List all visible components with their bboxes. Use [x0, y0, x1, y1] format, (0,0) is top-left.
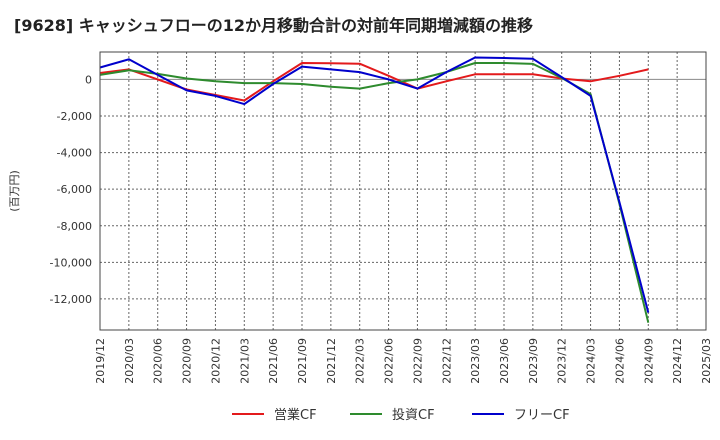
plot-frame — [99, 51, 707, 331]
x-tick-label: 2022/03 — [354, 338, 367, 384]
x-tick-label: 2022/09 — [411, 338, 424, 384]
x-tick-label: 2020/03 — [123, 338, 136, 384]
x-tick-label: 2021/06 — [267, 338, 280, 384]
y-axis-label: (百万円) — [8, 170, 21, 212]
series-line-1 — [99, 62, 650, 323]
legend-label-2: フリーCF — [514, 408, 570, 423]
chart-title: [9628] キャッシュフローの12か月移動合計の対前年同期増減額の推移 — [14, 16, 533, 35]
x-tick-label: 2019/12 — [94, 338, 107, 384]
y-tick-label: -10,000 — [50, 256, 92, 269]
x-tick-label: 2021/12 — [325, 338, 338, 384]
series-line-2 — [99, 56, 650, 313]
y-tick-label: -6,000 — [57, 183, 92, 196]
x-tick-label: 2020/12 — [209, 338, 222, 384]
x-tick-label: 2023/06 — [498, 338, 511, 384]
x-tick-label: 2023/09 — [527, 338, 540, 384]
x-tick-label: 2020/06 — [152, 338, 165, 384]
x-tick-label: 2024/06 — [613, 338, 626, 384]
x-axis-ticks: 2019/12 2020/03 2020/06 2020/09 2020/12 2021/… — [94, 338, 713, 384]
x-tick-label: 2022/12 — [440, 338, 453, 384]
x-tick-label: 2024/09 — [642, 338, 655, 384]
x-tick-label: 2023/12 — [556, 338, 569, 384]
series-lines — [99, 56, 650, 323]
y-tick-label: -12,000 — [50, 293, 92, 306]
legend-label-0: 営業CF — [274, 407, 317, 423]
x-tick-label: 2022/06 — [383, 338, 396, 384]
legend: 営業CF 投資CF フリーCF — [232, 407, 570, 423]
y-tick-label: -4,000 — [57, 147, 92, 160]
x-tick-label: 2020/09 — [181, 338, 194, 384]
x-tick-label: 2024/03 — [585, 338, 598, 384]
x-tick-label: 2023/03 — [469, 338, 482, 384]
x-tick-label: 2021/09 — [296, 338, 309, 384]
y-tick-label: 0 — [85, 73, 92, 86]
x-tick-label: 2021/03 — [238, 338, 251, 384]
y-axis-ticks: 0 -2,000 -4,000 -6,000 -8,000 -10,000 -12,000 — [50, 73, 92, 305]
x-tick-label: 2024/12 — [671, 338, 684, 384]
y-tick-label: -8,000 — [57, 220, 92, 233]
x-tick-label: 2025/03 — [700, 338, 713, 384]
legend-label-1: 投資CF — [392, 407, 435, 423]
y-tick-label: -2,000 — [57, 110, 92, 123]
series-line-0 — [99, 62, 649, 102]
